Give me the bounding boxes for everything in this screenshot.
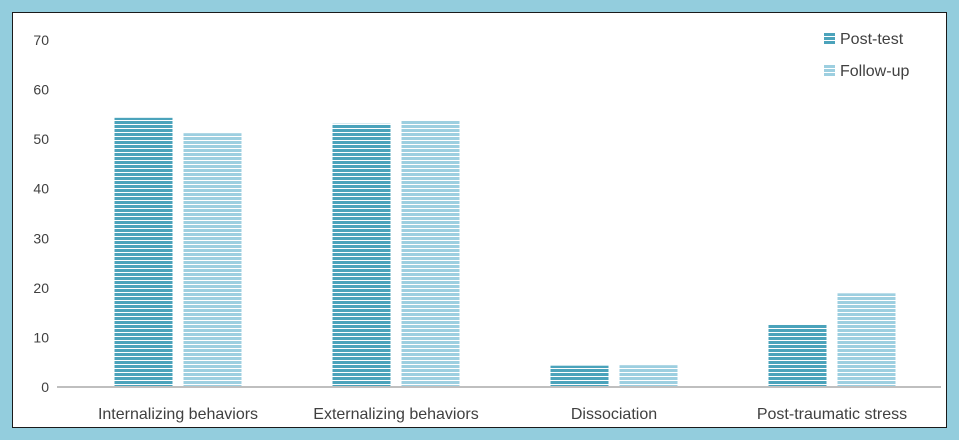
y-tick-label: 60 [33,82,49,98]
legend-swatch [824,33,835,44]
bar-follow-up [183,133,242,387]
bar-follow-up [619,365,678,387]
x-axis: Internalizing behaviors Externalizing beh… [98,406,907,423]
x-category-label: Dissociation [571,406,657,423]
bar-post-test [332,123,391,388]
bars [114,117,896,388]
bar-follow-up [401,120,460,387]
legend: Post-test Follow-up [824,31,909,80]
y-axis: 0 10 20 30 40 50 60 70 [33,32,49,395]
y-tick-label: 20 [33,280,49,296]
y-tick-label: 10 [33,329,49,345]
bar-follow-up [837,293,896,387]
y-tick-label: 30 [33,230,49,246]
y-tick-label: 0 [41,379,49,395]
y-tick-label: 50 [33,131,49,147]
bar-post-test [114,117,173,387]
legend-swatch [824,65,835,76]
x-category-label: Post-traumatic stress [757,406,907,423]
bar-post-test [550,365,609,387]
y-tick-label: 40 [33,181,49,197]
x-category-label: Externalizing behaviors [313,406,478,423]
bar-post-test [768,324,827,387]
legend-label: Follow-up [840,63,909,80]
bar-chart: 0 10 20 30 40 50 60 70 Internalizing behaviors E… [33,31,941,423]
chart-frame: 0 10 20 30 40 50 60 70 Internalizing behaviors E… [12,12,947,428]
legend-label: Post-test [840,31,904,48]
x-category-label: Internalizing behaviors [98,406,258,423]
y-tick-label: 70 [33,32,49,48]
